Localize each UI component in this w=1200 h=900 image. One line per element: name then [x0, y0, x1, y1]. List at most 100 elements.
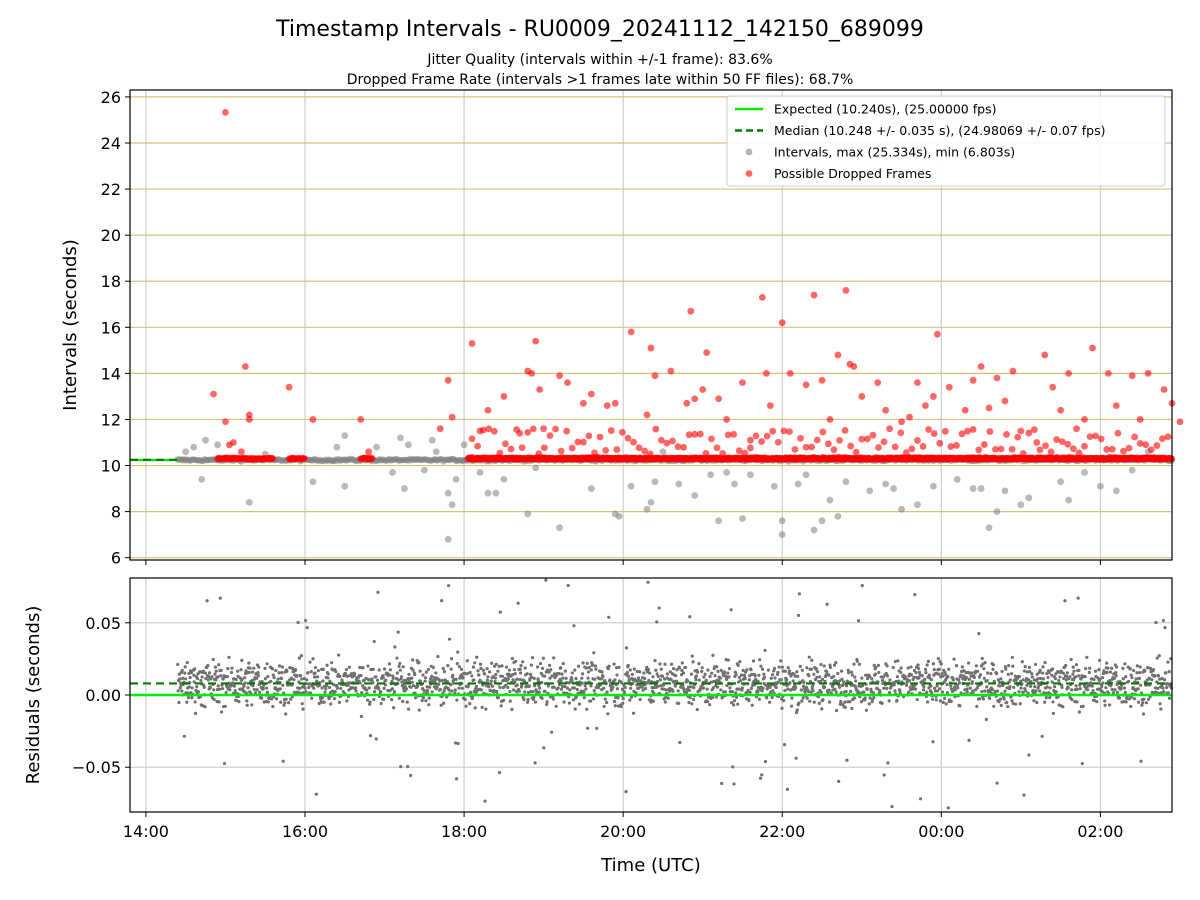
- residual-point: [860, 676, 864, 680]
- residual-point: [605, 690, 609, 694]
- residual-point: [938, 699, 943, 703]
- residual-point: [1114, 674, 1118, 678]
- residual-point: [217, 663, 221, 667]
- residual-point: [988, 696, 992, 700]
- residual-point: [411, 658, 415, 662]
- residual-point: [803, 690, 807, 694]
- residual-point: [980, 689, 984, 694]
- residual-point: [658, 678, 663, 682]
- residual-point: [945, 682, 949, 687]
- residual-point: [1121, 677, 1125, 681]
- dropped-frame-point: [285, 383, 293, 391]
- residual-point: [328, 679, 332, 683]
- residual-point: [584, 687, 588, 691]
- residual-point: [838, 702, 842, 706]
- dropped-frame-point: [882, 406, 890, 414]
- interval-point: [1025, 494, 1033, 502]
- dropped-frame-point: [1069, 445, 1077, 453]
- dropped-frame-point: [245, 416, 253, 423]
- residual-point: [533, 700, 538, 704]
- interval-point: [309, 478, 317, 486]
- residual-point: [190, 686, 194, 690]
- residual-point: [224, 690, 228, 695]
- residual-point: [1006, 705, 1010, 709]
- x-tick-label: 00:00: [918, 822, 964, 841]
- residual-point: [447, 688, 451, 692]
- dropped-frame-point: [841, 427, 849, 434]
- residual-point: [733, 670, 737, 674]
- residual-point: [454, 777, 459, 781]
- residual-point: [859, 700, 864, 704]
- residual-point: [946, 806, 950, 810]
- residual-point: [882, 773, 886, 777]
- dropped-frame-point: [958, 430, 966, 438]
- residual-point: [734, 691, 738, 695]
- dropped-frame-point: [914, 437, 921, 444]
- residual-point: [514, 659, 518, 664]
- residual-point: [656, 674, 660, 679]
- dropped-frame-point: [1103, 446, 1111, 453]
- residual-point: [1105, 670, 1109, 674]
- residual-point: [677, 701, 681, 706]
- residual-point: [216, 675, 220, 679]
- residual-point: [376, 590, 380, 594]
- dropped-frame-point: [969, 376, 977, 384]
- residual-point: [1064, 674, 1069, 679]
- residual-point: [301, 707, 305, 711]
- residual-point: [296, 620, 300, 625]
- residual-point: [554, 704, 558, 708]
- residual-point: [869, 687, 873, 691]
- residual-point: [317, 683, 322, 688]
- intervals-y-tick-label: 20: [101, 226, 121, 245]
- residual-point: [187, 671, 191, 676]
- residual-point: [459, 667, 464, 671]
- residual-point: [1069, 657, 1073, 662]
- residual-point: [760, 667, 765, 671]
- residual-point: [783, 688, 787, 693]
- residual-point: [1108, 678, 1112, 683]
- residual-point: [487, 670, 492, 674]
- residual-point: [219, 674, 223, 678]
- intervals-y-tick-label: 6: [111, 549, 121, 568]
- residual-point: [715, 665, 719, 669]
- residual-point: [689, 672, 694, 676]
- residual-point: [984, 717, 988, 722]
- residual-point: [939, 662, 943, 666]
- residual-point: [734, 695, 739, 699]
- dropped-frame-point: [819, 428, 827, 436]
- residual-point: [1048, 696, 1052, 700]
- residual-point: [1142, 697, 1146, 701]
- residual-point: [418, 669, 422, 673]
- residual-point: [265, 662, 269, 666]
- residual-point: [623, 685, 627, 690]
- residual-point: [326, 676, 330, 680]
- residual-point: [708, 674, 712, 679]
- residual-point: [823, 685, 827, 689]
- residual-point: [647, 678, 651, 683]
- dropped-frame-point: [791, 445, 799, 453]
- residual-point: [800, 699, 804, 703]
- residual-point: [958, 704, 962, 708]
- residual-point: [1143, 669, 1147, 673]
- residual-point: [887, 690, 892, 695]
- residual-point: [613, 704, 617, 708]
- residual-point: [186, 696, 191, 700]
- dropped-frame-point: [1073, 425, 1080, 433]
- residual-point: [770, 673, 775, 677]
- dropped-frame-point: [886, 425, 894, 433]
- residual-point: [738, 660, 742, 664]
- dropped-frame-point: [568, 444, 576, 452]
- x-axis-label: Time (UTC): [600, 855, 701, 876]
- residual-point: [700, 669, 704, 674]
- residual-point: [852, 696, 857, 700]
- residual-point: [1010, 655, 1015, 660]
- residual-point: [739, 673, 744, 677]
- residual-point: [395, 671, 399, 675]
- residual-point: [322, 700, 326, 704]
- residual-point: [701, 686, 706, 690]
- residual-point: [982, 667, 986, 671]
- residual-point: [969, 671, 974, 675]
- dropped-frame-point: [786, 428, 793, 436]
- residual-point: [729, 701, 734, 705]
- dropped-frame-point: [663, 439, 671, 447]
